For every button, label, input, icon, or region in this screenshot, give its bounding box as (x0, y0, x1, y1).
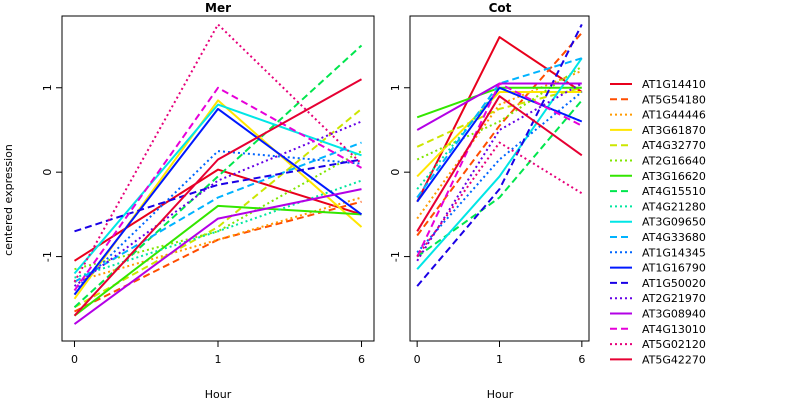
series-line-at3g08940 (73, 188, 362, 325)
series-line-at5g42270 (416, 95, 583, 232)
y-axis-label: centered expression (2, 144, 15, 256)
legend-label: AT1G44446 (642, 109, 706, 122)
x-axis-label: Hour (487, 388, 514, 400)
series-line-at2g21970 (416, 82, 583, 262)
y-tick-label: -1 (41, 251, 54, 262)
legend-label: AT4G32770 (642, 139, 706, 152)
panel-cot: Cot Hour 0 1 6 -1 0 1 (389, 1, 590, 400)
y-tick-label: 1 (389, 84, 402, 91)
series-line-at1g16790 (73, 107, 363, 296)
panel-mer: Mer Hour 0 1 6 -1 0 1 (41, 1, 375, 400)
legend-label: AT1G14410 (642, 78, 706, 91)
series-line-at4g32770 (416, 86, 583, 148)
legend-label: AT4G33680 (642, 231, 706, 244)
series-line-at3g61870 (416, 91, 582, 178)
legend-label: AT3G09650 (642, 216, 706, 229)
series-line-at4g13010 (73, 86, 362, 291)
x-tick-label: 0 (414, 353, 421, 366)
series-line-at4g33680 (73, 141, 362, 283)
legend-label: AT4G21280 (642, 200, 706, 213)
legend-label: AT2G21970 (642, 292, 706, 305)
legend-label: AT3G61870 (642, 124, 706, 137)
series-line-at4g15510 (73, 44, 363, 308)
series-line-at2g16640 (416, 65, 583, 161)
legend-label: AT1G50020 (642, 277, 706, 290)
legend-label: AT4G13010 (642, 323, 706, 336)
series-line-at4g21280 (74, 179, 362, 279)
legend-label: AT3G08940 (642, 308, 706, 321)
panel-title: Mer (205, 1, 231, 15)
series-line-at1g50020 (416, 23, 583, 287)
plot-frame (61, 15, 375, 342)
series-line-at1g14345 (73, 150, 362, 292)
legend-label: AT4G15510 (642, 185, 706, 198)
series-line-at1g50020 (74, 158, 362, 233)
series-line-at3g09650 (73, 103, 362, 275)
series-line-at5g42270 (73, 78, 362, 317)
series-line-at5g02120 (416, 141, 583, 258)
legend-label: AT1G14345 (642, 246, 706, 259)
series-line-at3g08940 (416, 82, 582, 131)
series-line-at4g13010 (416, 82, 583, 258)
x-tick-label: 6 (358, 353, 365, 366)
y-tick-label: 0 (41, 169, 54, 176)
y-tick-label: 0 (389, 169, 402, 176)
series-line-at4g32770 (74, 108, 363, 309)
panel-title: Cot (489, 1, 512, 15)
series-line-at5g54180 (416, 32, 583, 237)
x-tick-label: 1 (215, 353, 222, 366)
series-line-at3g16620 (73, 204, 362, 317)
x-tick-label: 0 (71, 353, 78, 366)
x-tick-label: 6 (578, 353, 585, 366)
series-line-at5g54180 (74, 200, 362, 313)
series-line-at2g21970 (73, 120, 362, 287)
legend-label: AT5G54180 (642, 93, 706, 106)
legend: AT1G14410 AT5G54180 AT1G44446 AT3G61870 AT4G… (610, 78, 706, 366)
legend-label: AT3G16620 (642, 170, 706, 183)
legend-label: AT2G16640 (642, 155, 706, 168)
series-line-at1g14345 (416, 91, 583, 254)
x-tick-label: 1 (496, 353, 503, 366)
x-axis-label: Hour (205, 388, 232, 400)
series-line-at4g33680 (416, 57, 583, 199)
series-line-at4g15510 (416, 99, 583, 258)
series-line-at5g02120 (73, 23, 363, 283)
legend-label: AT5G42270 (642, 353, 706, 366)
y-tick-label: 1 (41, 84, 54, 91)
legend-label: AT5G02120 (642, 338, 706, 351)
series-line-at3g09650 (416, 57, 583, 270)
legend-label: AT1G16790 (642, 262, 706, 275)
y-tick-label: -1 (389, 251, 402, 262)
series-line-at1g44446 (416, 69, 583, 220)
series-line-at1g16790 (416, 86, 583, 203)
